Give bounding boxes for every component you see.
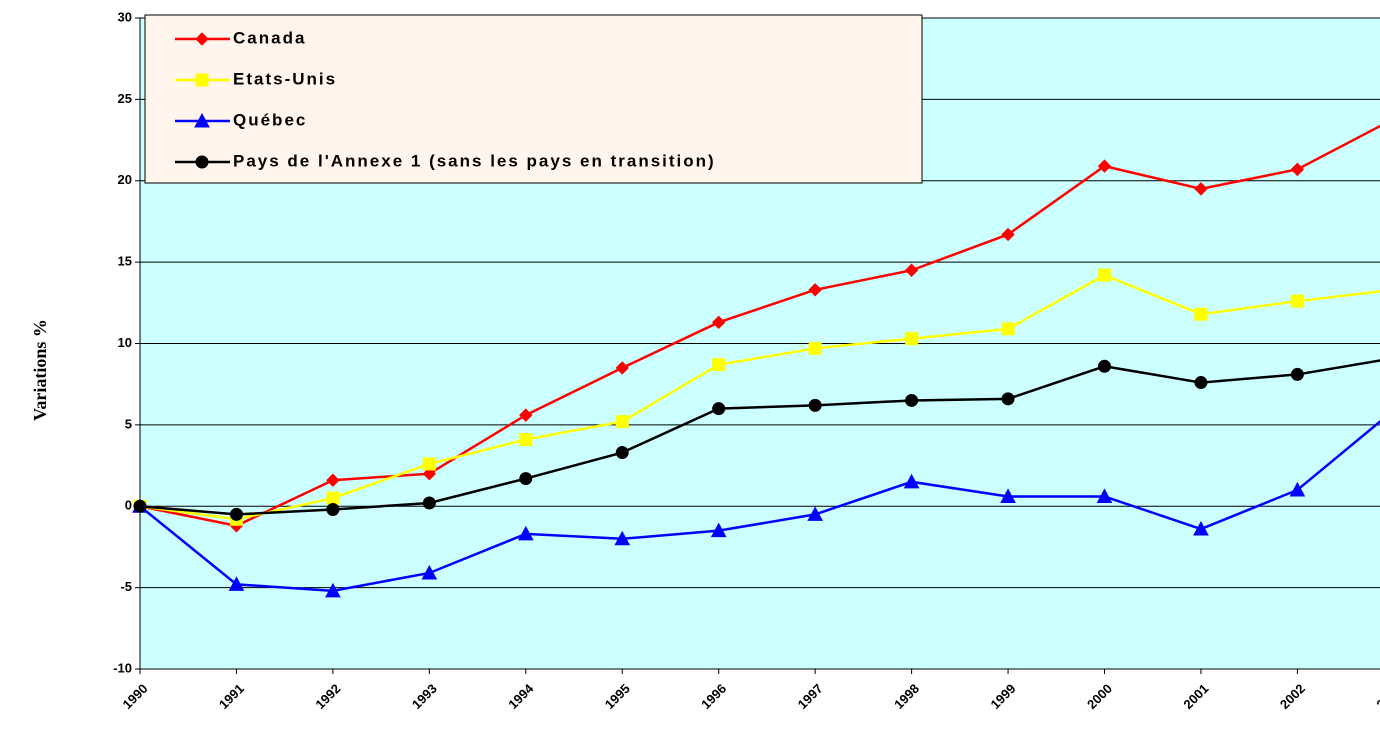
marker (1098, 268, 1111, 282)
marker (326, 473, 340, 487)
series-line (139, 124, 1380, 528)
x-tick-label: 1990 (119, 681, 150, 712)
marker (133, 499, 147, 513)
y-tick-label: 15 (118, 254, 132, 269)
marker (1097, 159, 1112, 173)
y-tick-label: 0 (125, 498, 132, 513)
marker (519, 433, 533, 447)
marker (1096, 488, 1113, 503)
marker (712, 402, 726, 416)
legend-label: Canada (233, 28, 306, 47)
x-tick-label: 1993 (409, 681, 440, 712)
y-tick-label: 25 (118, 91, 132, 106)
marker (1001, 227, 1015, 242)
marker (422, 457, 436, 471)
marker (711, 315, 726, 330)
y-tick-label: 5 (125, 416, 132, 431)
legend-marker (195, 155, 209, 169)
y-tick-label: -10 (113, 660, 132, 675)
marker (615, 361, 629, 375)
marker (808, 398, 822, 412)
marker (1289, 481, 1306, 497)
marker (807, 506, 823, 521)
x-tick-label: 2003 (1373, 681, 1380, 712)
x-tick-label: 1996 (698, 681, 729, 712)
marker (614, 530, 631, 546)
marker (1290, 162, 1305, 177)
x-tick-label: 1997 (795, 681, 826, 712)
marker (1194, 376, 1208, 390)
x-tick-label: 2001 (1180, 681, 1211, 712)
x-tick-label: 2002 (1277, 681, 1308, 712)
y-tick-label: 20 (118, 172, 132, 187)
marker (808, 283, 822, 297)
series-line (139, 273, 1380, 521)
x-tick-label: 1999 (988, 681, 1019, 712)
marker (326, 503, 340, 517)
marker (1193, 520, 1209, 536)
marker (422, 496, 436, 510)
marker (1290, 294, 1304, 308)
x-tick-label: 1992 (312, 681, 343, 712)
marker (421, 564, 438, 580)
marker (615, 446, 629, 460)
y-tick-label: 30 (118, 9, 132, 24)
y-tick-label: -5 (120, 579, 132, 594)
series-line (139, 359, 1380, 516)
marker (904, 263, 919, 277)
marker (1001, 322, 1015, 336)
legend-label: Pays de l'Annexe 1 (sans les pays en tra… (233, 151, 716, 170)
marker (326, 491, 340, 505)
marker (1194, 182, 1208, 196)
legend-box (144, 14, 923, 184)
y-tick-label: 10 (118, 335, 132, 350)
marker (519, 408, 533, 422)
x-tick-label: 2000 (1084, 681, 1115, 712)
marker (905, 332, 919, 346)
legend-marker (194, 112, 210, 128)
x-tick-label: 1994 (505, 680, 537, 712)
marker (229, 507, 243, 521)
marker (519, 472, 533, 486)
legend-label: Etats-Unis (233, 69, 337, 88)
legend-marker (195, 32, 209, 46)
legend-label: Québec (233, 110, 307, 129)
legend-marker (195, 73, 209, 87)
marker (905, 393, 919, 407)
marker (1098, 359, 1111, 373)
marker (517, 525, 534, 541)
marker (1194, 307, 1208, 321)
marker (808, 341, 822, 355)
series-line (139, 420, 1380, 593)
y-axis-label: Variations % (30, 319, 50, 421)
marker (228, 576, 245, 591)
marker (712, 358, 726, 372)
marker (710, 522, 727, 538)
marker (1000, 488, 1016, 503)
x-tick-label: 1998 (891, 681, 922, 712)
marker (325, 582, 341, 598)
marker (903, 473, 920, 489)
marker (1290, 367, 1304, 381)
marker (422, 466, 437, 481)
marker (1001, 392, 1015, 406)
x-tick-label: 1995 (602, 681, 633, 712)
x-tick-label: 1991 (216, 681, 247, 712)
marker (615, 415, 629, 429)
